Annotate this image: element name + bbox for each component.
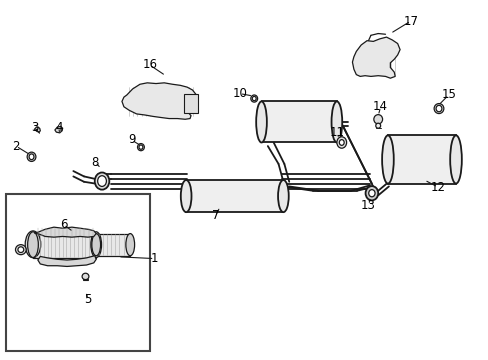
Ellipse shape [28, 232, 38, 257]
Ellipse shape [252, 96, 256, 101]
Polygon shape [38, 256, 96, 266]
Ellipse shape [16, 245, 26, 255]
Text: 9: 9 [128, 134, 135, 147]
Ellipse shape [435, 105, 441, 112]
Text: 15: 15 [440, 89, 455, 102]
Polygon shape [122, 83, 198, 119]
Text: 11: 11 [329, 126, 344, 139]
Text: 14: 14 [372, 100, 387, 113]
Text: 16: 16 [142, 58, 157, 72]
Ellipse shape [339, 140, 344, 145]
Text: 2: 2 [12, 140, 20, 153]
Bar [33, 232, 96, 257]
Ellipse shape [125, 234, 134, 256]
Bar [186, 180, 283, 212]
Text: 12: 12 [429, 181, 445, 194]
Ellipse shape [256, 102, 266, 143]
Text: 5: 5 [84, 293, 91, 306]
Ellipse shape [373, 114, 382, 124]
Text: 4: 4 [55, 121, 62, 134]
Ellipse shape [137, 144, 144, 151]
Ellipse shape [331, 102, 342, 143]
Ellipse shape [98, 176, 106, 186]
Ellipse shape [139, 145, 142, 149]
Ellipse shape [449, 135, 461, 184]
Polygon shape [55, 126, 62, 133]
Ellipse shape [381, 135, 393, 184]
Ellipse shape [91, 232, 102, 257]
Bar [387, 135, 455, 184]
Ellipse shape [181, 180, 191, 212]
Ellipse shape [27, 152, 36, 161]
Text: 13: 13 [360, 198, 375, 212]
Ellipse shape [25, 231, 41, 258]
Ellipse shape [365, 186, 377, 201]
Polygon shape [34, 227, 96, 237]
Ellipse shape [95, 172, 109, 190]
Bar [6, 194, 149, 351]
Text: 3: 3 [31, 121, 38, 134]
Polygon shape [352, 37, 399, 78]
Ellipse shape [92, 234, 101, 256]
Ellipse shape [18, 247, 24, 252]
Ellipse shape [82, 273, 89, 280]
Ellipse shape [278, 180, 288, 212]
Bar [261, 102, 336, 143]
Bar [96, 234, 130, 256]
Bar [183, 94, 198, 113]
Text: 17: 17 [403, 14, 417, 27]
Ellipse shape [336, 137, 346, 148]
Ellipse shape [375, 123, 380, 128]
Ellipse shape [250, 95, 257, 102]
Text: 8: 8 [91, 156, 99, 168]
Text: 10: 10 [232, 87, 246, 100]
Polygon shape [34, 127, 40, 132]
Text: 1: 1 [150, 252, 158, 265]
Ellipse shape [368, 190, 374, 197]
Ellipse shape [29, 154, 34, 159]
Ellipse shape [433, 104, 443, 113]
Text: 7: 7 [211, 209, 219, 222]
Text: 6: 6 [60, 218, 67, 231]
